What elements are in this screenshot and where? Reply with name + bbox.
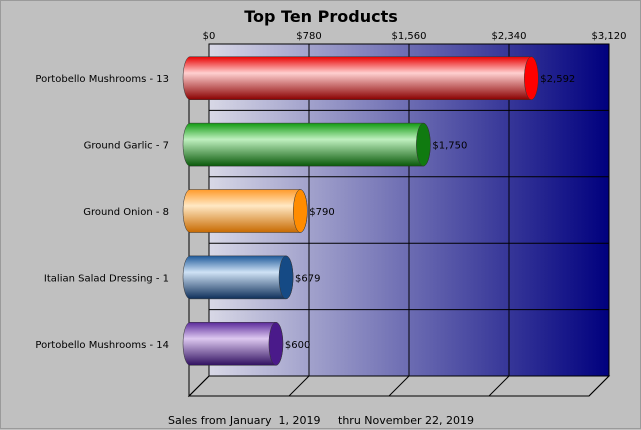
bar-value-label: $2,592 <box>540 74 575 85</box>
x-tick-label: $0 <box>203 31 216 42</box>
bar-cap <box>268 322 284 366</box>
bar-value-label: $1,750 <box>432 141 467 152</box>
bar <box>182 56 539 100</box>
bar-value-label: $679 <box>295 273 320 284</box>
category-label: Portobello Mushrooms - 13 <box>35 74 169 85</box>
chart-title: Top Ten Products <box>244 7 398 26</box>
x-tick-label: $1,560 <box>392 31 427 42</box>
floor-grid-line <box>188 375 210 397</box>
category-label: Portobello Mushrooms - 14 <box>35 340 169 351</box>
floor-grid-line <box>388 375 410 397</box>
x-tick-label: $780 <box>296 31 321 42</box>
bar-cap <box>524 56 539 100</box>
category-label: Ground Onion - 8 <box>83 207 169 218</box>
bar-value-label: $790 <box>309 207 334 218</box>
chart-subtitle: Sales from January 1, 2019 thru November… <box>168 414 474 427</box>
bar-cap <box>278 255 294 300</box>
bar <box>182 122 431 167</box>
category-label: Ground Garlic - 7 <box>84 141 169 152</box>
x-tick-label: $3,120 <box>592 31 627 42</box>
category-label: Italian Salad Dressing - 1 <box>44 273 169 284</box>
bar <box>182 189 308 233</box>
floor-grid-line <box>288 375 310 397</box>
bar <box>182 322 284 366</box>
bar-cap <box>416 122 431 167</box>
floor-grid-line <box>488 375 510 397</box>
bar-cap <box>293 189 308 233</box>
floor-grid-line <box>588 375 610 397</box>
x-tick-label: $2,340 <box>492 31 527 42</box>
bar-value-label: $600 <box>285 340 310 351</box>
bar <box>182 255 294 300</box>
